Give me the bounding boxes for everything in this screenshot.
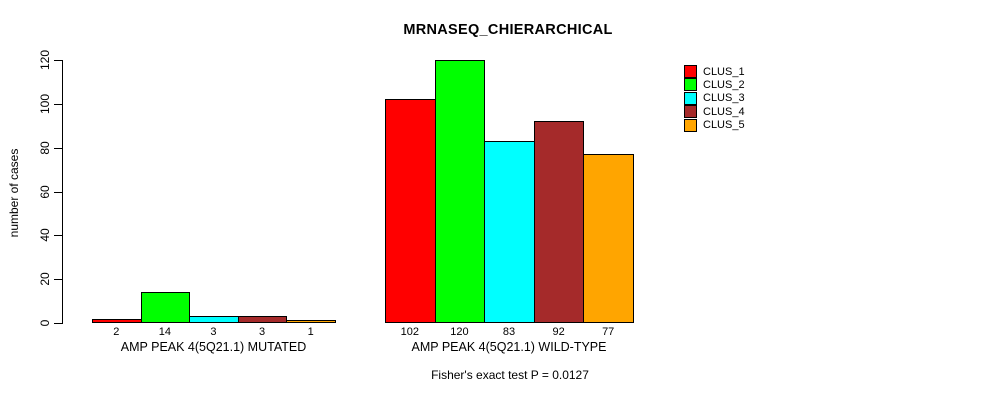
bar-value-label: 2 [113,326,120,338]
legend-color-swatch [684,91,697,105]
y-axis-tick [54,323,62,324]
y-axis-tick [54,191,62,193]
legend-item-label: CLUS_1 [703,65,745,78]
bar-clus_1-group2 [385,99,436,323]
bar-value-label: 83 [502,326,516,338]
y-axis-tick [54,235,62,237]
y-axis-tick-label: 40 [38,228,52,243]
bar-clus_1-group1 [92,318,142,323]
y-axis-tick [54,147,62,149]
legend-item-label: CLUS_2 [703,78,745,91]
bar-clus_4-group2 [533,121,585,323]
legend-color-swatch [684,65,697,78]
y-axis-tick-label: 80 [38,140,52,155]
legend-color-swatch [684,105,697,119]
bar-clus_5-group2 [583,154,634,323]
legend-item-label: CLUS_3 [703,92,745,105]
bar-value-label: 3 [259,326,266,338]
legend-color-swatch [684,78,697,92]
y-axis-tick-label: 120 [38,49,52,71]
bar-clus_4-group1 [237,316,288,323]
y-axis-line [62,60,63,324]
bar-value-label: 120 [450,326,469,338]
x-axis-group-label: AMP PEAK 4(5Q21.1) WILD-TYPE [411,340,607,354]
y-axis-label: number of cases [7,148,21,238]
bar-value-label: 1 [307,326,314,338]
y-axis-tick [54,103,62,105]
y-axis-tick [54,60,62,61]
bar-value-label: 14 [158,326,172,338]
y-axis-tick-label: 60 [38,184,52,199]
bar-value-label: 92 [552,326,565,338]
y-axis-tick-label: 20 [38,272,52,286]
y-axis-tick-label: 0 [38,319,52,327]
bar-clus_2-group2 [434,60,486,323]
bar-clus_2-group1 [140,292,191,323]
bar-value-label: 3 [210,326,217,338]
bar-clus_5-group1 [286,320,336,323]
y-axis-tick-label: 100 [38,93,52,114]
fisher-test-annotation: Fisher's exact test P = 0.0127 [431,368,589,382]
x-axis-group-label: AMP PEAK 4(5Q21.1) MUTATED [120,340,307,354]
bar-value-label: 77 [602,326,615,338]
legend-color-swatch [684,118,697,132]
bar-value-label: 102 [400,326,419,338]
chart-title: MRNASEQ_CHIERARCHICAL [403,22,613,38]
legend-item-label: CLUS_4 [703,105,745,118]
legend-item-label: CLUS_5 [703,119,745,132]
bar-clus_3-group2 [484,141,535,323]
bar-clus_3-group1 [189,316,239,323]
y-axis-tick [54,279,62,281]
